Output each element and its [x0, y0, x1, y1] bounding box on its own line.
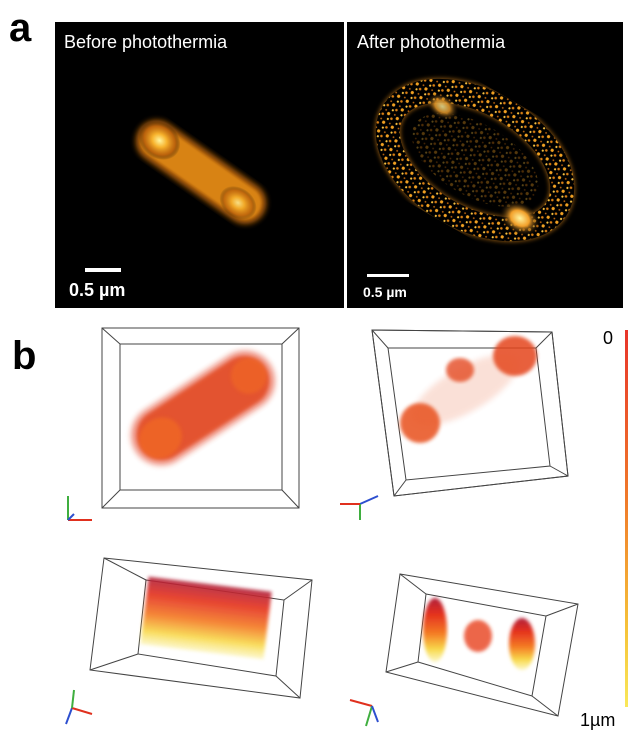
micrograph-after: After photothermia 0.5 µm	[347, 22, 623, 308]
bacterium-before-image	[135, 120, 267, 224]
scale-bar-before	[85, 268, 121, 272]
bacterium-after-image	[374, 77, 576, 243]
render-after-top-view	[371, 329, 569, 497]
panel-b-3d-renderings	[65, 327, 579, 727]
render-before-top-view	[101, 327, 300, 509]
panel-label-b: b	[12, 334, 37, 378]
scale-label-before: 0.5 µm	[69, 280, 126, 300]
colorbar-bottom-label: 1µm	[580, 710, 616, 730]
micrograph-before: Before photothermia 0.5 µm	[55, 22, 344, 308]
micrograph-before-title: Before photothermia	[64, 32, 228, 52]
panel-label-a: a	[9, 6, 32, 50]
scale-label-after: 0.5 µm	[363, 284, 407, 300]
colorbar	[625, 330, 628, 707]
render-before-side-view	[89, 557, 313, 699]
axis-triad-2	[340, 495, 379, 520]
axis-triad-1	[67, 496, 92, 521]
colorbar-top-label: 0	[603, 328, 614, 348]
micrograph-after-title: After photothermia	[357, 32, 506, 52]
scale-bar-after	[367, 274, 409, 277]
render-after-side-view	[385, 573, 579, 717]
axis-triad-3	[65, 689, 93, 725]
axis-triad-4	[349, 699, 379, 727]
